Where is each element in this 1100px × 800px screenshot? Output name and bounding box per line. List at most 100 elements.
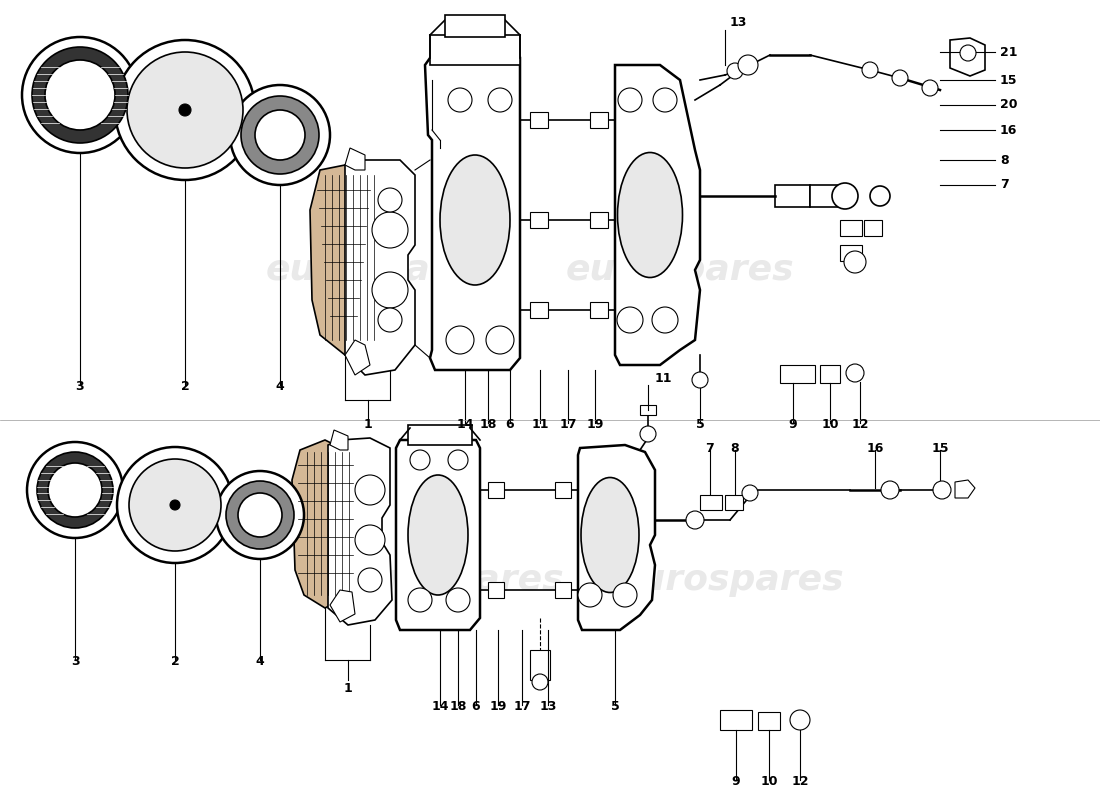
Text: 21: 21: [1000, 46, 1018, 58]
Polygon shape: [955, 480, 975, 498]
Circle shape: [372, 212, 408, 248]
Circle shape: [832, 183, 858, 209]
Circle shape: [692, 372, 708, 388]
Text: 19: 19: [490, 700, 507, 713]
Text: 3: 3: [76, 380, 85, 393]
Polygon shape: [615, 65, 700, 365]
Circle shape: [129, 459, 221, 551]
Polygon shape: [345, 148, 365, 170]
Circle shape: [22, 37, 138, 153]
Text: 9: 9: [789, 418, 797, 431]
Text: 6: 6: [506, 418, 515, 431]
Text: 16: 16: [867, 442, 883, 455]
Text: 11: 11: [654, 371, 672, 385]
Text: 17: 17: [559, 418, 576, 431]
Text: 3: 3: [70, 655, 79, 668]
Circle shape: [241, 96, 319, 174]
Bar: [530, 212, 548, 228]
Circle shape: [640, 426, 656, 442]
Circle shape: [738, 55, 758, 75]
Polygon shape: [292, 440, 358, 608]
Circle shape: [446, 588, 470, 612]
Circle shape: [846, 364, 864, 382]
Text: 12: 12: [791, 775, 808, 788]
Ellipse shape: [408, 475, 468, 595]
Polygon shape: [330, 430, 348, 450]
Circle shape: [448, 88, 472, 112]
Bar: [488, 582, 504, 598]
Text: eurospares: eurospares: [565, 253, 794, 287]
Ellipse shape: [581, 478, 639, 593]
Circle shape: [378, 188, 402, 212]
Circle shape: [378, 308, 402, 332]
Bar: [720, 710, 752, 730]
Ellipse shape: [617, 153, 682, 278]
Circle shape: [179, 104, 191, 116]
Circle shape: [358, 568, 382, 592]
Circle shape: [446, 326, 474, 354]
Circle shape: [892, 70, 907, 86]
Bar: [556, 482, 571, 498]
Bar: [530, 112, 548, 128]
Text: 14: 14: [456, 418, 474, 431]
Circle shape: [48, 463, 102, 517]
Polygon shape: [578, 445, 654, 630]
Bar: [640, 405, 656, 415]
Circle shape: [116, 40, 255, 180]
Text: 8: 8: [730, 442, 739, 455]
Text: 6: 6: [472, 700, 481, 713]
Circle shape: [870, 186, 890, 206]
Polygon shape: [396, 440, 480, 630]
Bar: [590, 112, 608, 128]
Text: 13: 13: [730, 15, 747, 29]
Circle shape: [28, 442, 123, 538]
Bar: [820, 365, 840, 383]
Polygon shape: [310, 165, 378, 355]
Circle shape: [862, 62, 878, 78]
Circle shape: [881, 481, 899, 499]
Bar: [840, 245, 862, 261]
Text: 15: 15: [1000, 74, 1018, 86]
Bar: [446, 15, 505, 37]
Text: eurospares: eurospares: [336, 563, 564, 597]
Text: 7: 7: [1000, 178, 1009, 191]
Circle shape: [686, 511, 704, 529]
Text: 10: 10: [822, 418, 838, 431]
Text: 19: 19: [586, 418, 604, 431]
Circle shape: [170, 500, 180, 510]
Circle shape: [355, 525, 385, 555]
Circle shape: [922, 80, 938, 96]
Circle shape: [226, 481, 294, 549]
Bar: [725, 495, 742, 510]
Text: eurospares: eurospares: [616, 563, 845, 597]
Circle shape: [844, 251, 866, 273]
Bar: [758, 712, 780, 730]
Text: 7: 7: [705, 442, 714, 455]
Polygon shape: [345, 340, 370, 375]
Circle shape: [578, 583, 602, 607]
Bar: [408, 425, 472, 445]
Text: 1: 1: [364, 418, 373, 431]
Circle shape: [230, 85, 330, 185]
Circle shape: [652, 307, 678, 333]
Text: eurospares: eurospares: [266, 253, 494, 287]
Text: 9: 9: [732, 775, 740, 788]
Text: 5: 5: [695, 418, 704, 431]
Circle shape: [790, 710, 810, 730]
Circle shape: [126, 52, 243, 168]
Bar: [700, 495, 722, 510]
Bar: [840, 220, 862, 236]
Polygon shape: [328, 438, 392, 625]
Circle shape: [32, 47, 128, 143]
Bar: [864, 220, 882, 236]
Text: 4: 4: [255, 655, 264, 668]
Bar: [556, 582, 571, 598]
Circle shape: [216, 471, 304, 559]
Circle shape: [532, 674, 548, 690]
Text: 10: 10: [760, 775, 778, 788]
Polygon shape: [950, 38, 984, 76]
Text: 12: 12: [851, 418, 869, 431]
Circle shape: [613, 583, 637, 607]
Circle shape: [355, 475, 385, 505]
Circle shape: [255, 110, 305, 160]
